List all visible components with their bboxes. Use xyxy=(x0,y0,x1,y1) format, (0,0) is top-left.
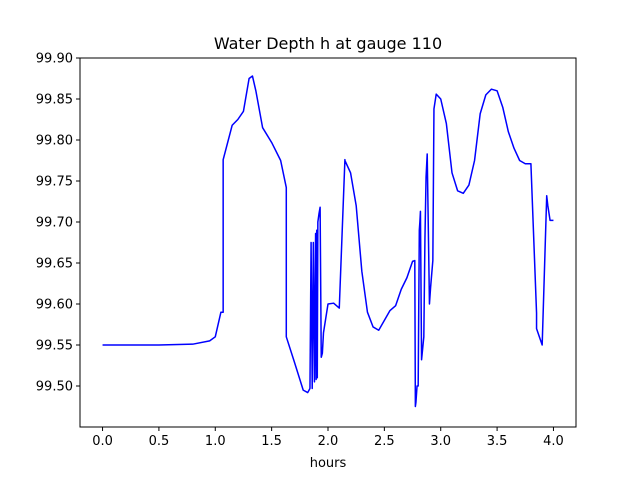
x-axis-label: hours xyxy=(310,456,347,471)
chart-title: Water Depth h at gauge 110 xyxy=(214,34,442,53)
y-tick-label: 99.55 xyxy=(36,339,73,354)
y-tick-label: 99.80 xyxy=(36,134,73,149)
x-tick-label: 3.0 xyxy=(430,434,451,449)
y-tick-label: 99.50 xyxy=(36,380,73,395)
x-tick-label: 0.0 xyxy=(92,434,113,449)
x-tick-label: 0.5 xyxy=(149,434,170,449)
y-tick-label: 99.75 xyxy=(36,175,73,190)
x-tick-label: 4.0 xyxy=(543,434,564,449)
series-line-0 xyxy=(102,75,554,408)
y-tick-label: 99.70 xyxy=(36,216,73,231)
x-tick-label: 3.5 xyxy=(487,434,508,449)
y-tick-label: 99.85 xyxy=(36,93,73,108)
x-tick-label: 2.5 xyxy=(374,434,395,449)
x-tick-label: 1.5 xyxy=(261,434,282,449)
y-tick-label: 99.65 xyxy=(36,257,73,272)
y-tick-label: 99.60 xyxy=(36,298,73,313)
y-tick-label: 99.90 xyxy=(36,52,73,67)
x-tick-label: 2.0 xyxy=(318,434,339,449)
x-tick-label: 1.0 xyxy=(205,434,226,449)
